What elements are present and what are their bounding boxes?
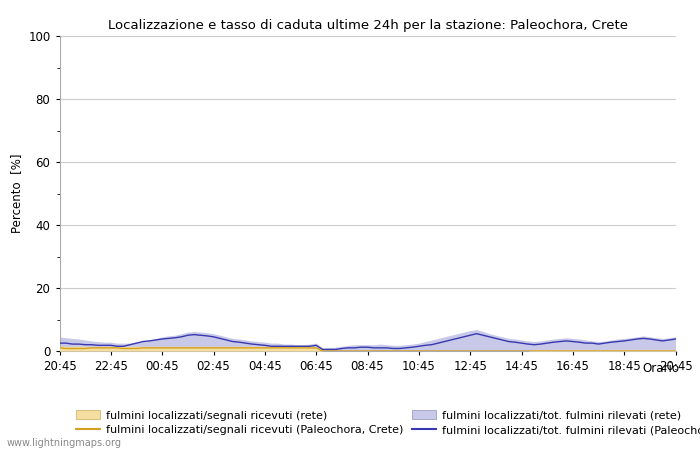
Y-axis label: Percento  [%]: Percento [%] [10,154,22,233]
Title: Localizzazione e tasso di caduta ultime 24h per la stazione: Paleochora, Crete: Localizzazione e tasso di caduta ultime … [108,19,627,32]
Text: www.lightningmaps.org: www.lightningmaps.org [7,438,122,448]
Legend: fulmini localizzati/segnali ricevuti (rete), fulmini localizzati/segnali ricevut: fulmini localizzati/segnali ricevuti (re… [76,410,700,436]
Text: Orario: Orario [642,362,679,375]
